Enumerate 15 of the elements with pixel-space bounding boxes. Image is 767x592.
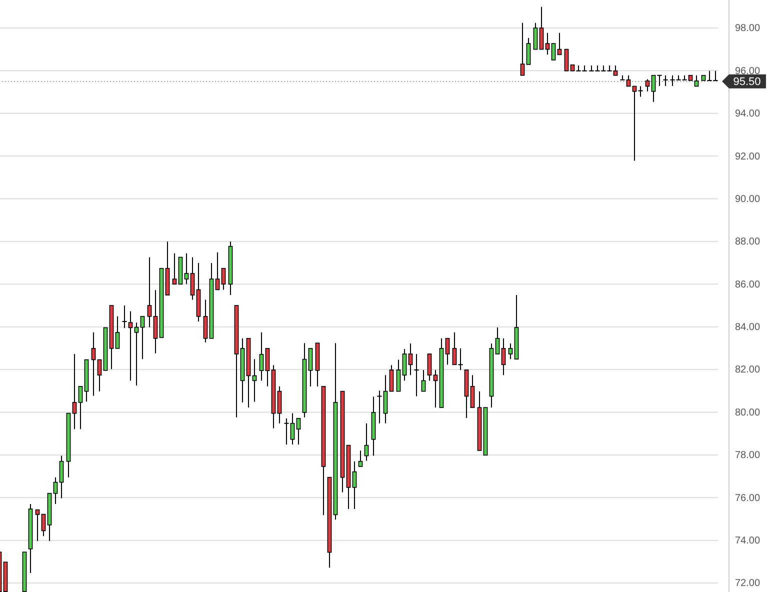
y-tick-label: 86.00 [735, 279, 760, 290]
y-tick-label: 94.00 [735, 108, 760, 120]
y-tick-label: 84.00 [735, 322, 760, 334]
y-tick-label: 78.00 [735, 450, 760, 462]
ref-line-label: 95.50 [733, 76, 761, 88]
y-tick-label: 96.00 [735, 66, 760, 77]
y-tick-label: 82.00 [735, 364, 760, 376]
y-tick-label: 92.00 [735, 151, 760, 162]
y-tick-label: 74.00 [735, 536, 760, 547]
y-tick-label: 90.00 [735, 194, 760, 205]
y-tick-label: 98.00 [735, 23, 760, 34]
y-tick-label: 72.00 [735, 578, 760, 590]
y-tick-label: 80.00 [735, 407, 760, 418]
y-tick-label: 88.00 [735, 236, 760, 248]
y-tick-label: 76.00 [735, 492, 760, 504]
